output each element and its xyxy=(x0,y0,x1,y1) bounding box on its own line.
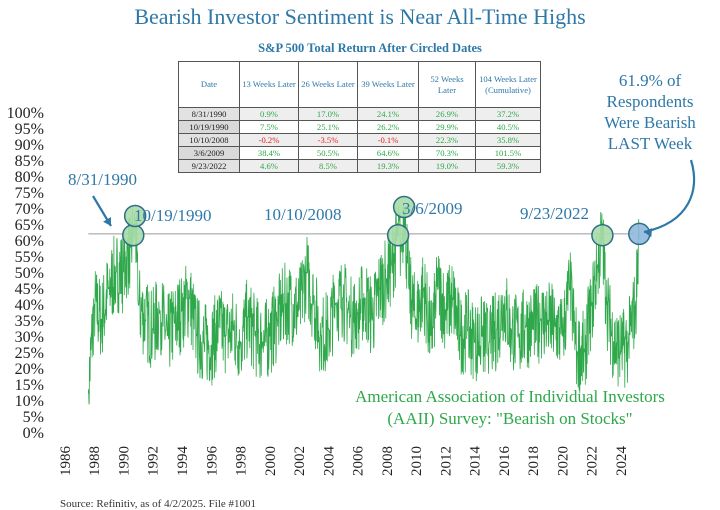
annotation-survey: American Association of Individual Inves… xyxy=(330,386,690,430)
latest-week-circle xyxy=(628,222,651,246)
table-return-cell: -0.2% xyxy=(239,133,299,147)
x-tick-label: 1998 xyxy=(234,446,250,476)
highlight-circle xyxy=(123,204,147,228)
table-row: 8/31/1990 0.9% 17.0% 24.1% 26.9% 37.2% xyxy=(178,107,541,121)
table-header-cell: 13 Weeks Later xyxy=(239,61,299,108)
table-row: 10/19/1990 7.5% 25.1% 26.2% 29.9% 40.5% xyxy=(178,120,541,134)
y-tick-label: 45% xyxy=(15,281,44,298)
highlight-circle xyxy=(386,223,410,247)
y-tick-label: 70% xyxy=(15,201,44,218)
survey-line-2: (AAII) Survey: "Bearish on Stocks" xyxy=(387,409,633,428)
table-return-cell: 19.0% xyxy=(418,159,476,173)
y-tick-label: 50% xyxy=(15,265,44,282)
y-tick-label: 35% xyxy=(15,313,44,330)
x-tick-label: 2004 xyxy=(321,446,337,477)
highlight-circle xyxy=(122,223,145,247)
x-tick-label: 2002 xyxy=(292,446,308,476)
last-week-line-1: 61.9% of xyxy=(618,71,682,90)
table-return-cell: 37.2% xyxy=(475,107,541,121)
returns-table-body: 8/31/1990 0.9% 17.0% 24.1% 26.9% 37.2% 10/19/1… xyxy=(178,107,541,173)
table-header-cell: Date xyxy=(178,61,240,108)
series-line xyxy=(87,206,640,405)
highlight-circle xyxy=(392,195,416,219)
y-tick-label: 30% xyxy=(15,329,44,346)
x-tick-label: 2018 xyxy=(526,446,542,476)
annotation-8-31-1990: 8/31/1990 xyxy=(68,170,137,189)
x-tick-label: 1990 xyxy=(116,446,132,476)
table-date-cell: 10/10/2008 xyxy=(178,133,240,147)
y-tick-label: 0% xyxy=(23,425,44,442)
table-row: 10/10/2008 -0.2% -3.5% -0.1% 22.3% 35.8% xyxy=(178,133,541,147)
last-week-line-4: LAST Week xyxy=(607,134,693,153)
x-tick-label: 1986 xyxy=(58,446,74,477)
x-tick-label: 2000 xyxy=(263,446,279,476)
x-tick-label: 2020 xyxy=(555,446,571,476)
x-tick-label: 1996 xyxy=(204,446,220,477)
y-tick-label: 55% xyxy=(15,249,44,266)
x-tick-label: 2022 xyxy=(585,446,601,476)
arrow-1990-head xyxy=(103,217,112,226)
x-tick-label: 2024 xyxy=(614,446,630,477)
returns-table-header: Date 13 Weeks Later 26 Weeks Later 39 Weeks… xyxy=(178,61,541,108)
table-return-cell: 8.5% xyxy=(298,159,358,173)
table-return-cell: 59.3% xyxy=(475,159,541,173)
table-date-cell: 9/23/2022 xyxy=(178,159,240,173)
last-week-line-3: Were Bearish xyxy=(604,113,696,132)
annotation-10-19-1990: 10/19/1990 xyxy=(134,206,212,225)
x-tick-label: 2008 xyxy=(380,446,396,476)
returns-table: Date 13 Weeks Later 26 Weeks Later 39 Weeks… xyxy=(178,61,541,173)
arrow-last-week xyxy=(643,159,696,234)
annotation-last-week: 61.9% of Respondents Were Bearish LAST W… xyxy=(588,70,712,154)
annotation-3-6-2009: 3/6/2009 xyxy=(402,199,463,218)
y-tick-label: 20% xyxy=(15,361,44,378)
table-return-cell: -0.1% xyxy=(357,133,419,147)
y-tick-label: 5% xyxy=(23,409,44,426)
x-tick-label: 2006 xyxy=(351,446,367,477)
survey-line-1: American Association of Individual Inves… xyxy=(355,387,665,406)
table-return-cell: -3.5% xyxy=(298,133,358,147)
x-tick-label: 1994 xyxy=(175,446,191,477)
y-tick-label: 75% xyxy=(15,185,44,202)
y-tick-label: 60% xyxy=(15,233,44,250)
table-title: S&P 500 Total Return After Circled Dates xyxy=(258,41,482,55)
annotation-10-10-2008: 10/10/2008 xyxy=(264,205,342,224)
last-week-line-2: Respondents xyxy=(606,92,694,111)
table-return-cell: 4.6% xyxy=(239,159,299,173)
table-row: 9/23/2022 4.6% 8.5% 19.3% 19.0% 59.3% xyxy=(178,159,541,173)
y-tick-label: 100% xyxy=(7,105,44,122)
table-return-cell: 19.3% xyxy=(357,159,419,173)
x-tick-label: 2012 xyxy=(438,446,454,476)
chart-title: Bearish Investor Sentiment is Near All-T… xyxy=(134,4,586,29)
table-return-cell: 0.9% xyxy=(239,107,299,121)
y-tick-label: 40% xyxy=(15,297,44,314)
x-tick-label: 2010 xyxy=(409,446,425,476)
table-date-cell: 3/6/2009 xyxy=(178,146,240,160)
table-header-cell: 39 Weeks Later xyxy=(357,61,419,108)
x-tick-label: 1992 xyxy=(146,446,162,476)
x-tick-label: 2014 xyxy=(468,446,484,477)
table-return-cell: 22.3% xyxy=(418,133,476,147)
table-header-cell: 26 Weeks Later xyxy=(298,61,358,108)
table-return-cell: 26.9% xyxy=(418,107,476,121)
y-tick-label: 65% xyxy=(15,217,44,234)
table-header-cell: 104 Weeks Later (Cumulative) xyxy=(475,61,541,108)
x-tick-label: 1988 xyxy=(87,446,103,476)
y-tick-label: 90% xyxy=(15,137,44,154)
arrow-last-week-head xyxy=(644,228,653,238)
annotation-9-23-2022: 9/23/2022 xyxy=(520,204,589,223)
y-tick-label: 85% xyxy=(15,153,44,170)
y-tick-label: 95% xyxy=(15,121,44,138)
y-tick-label: 25% xyxy=(15,345,44,362)
y-tick-label: 15% xyxy=(15,377,44,394)
x-tick-label: 2016 xyxy=(497,446,513,477)
table-return-cell: 35.8% xyxy=(475,133,541,147)
y-tick-label: 10% xyxy=(15,393,44,410)
highlight-circle xyxy=(591,223,614,247)
source-note: Source: Refinitiv, as of 4/2/2025. File … xyxy=(60,498,257,510)
y-tick-label: 80% xyxy=(15,169,44,186)
